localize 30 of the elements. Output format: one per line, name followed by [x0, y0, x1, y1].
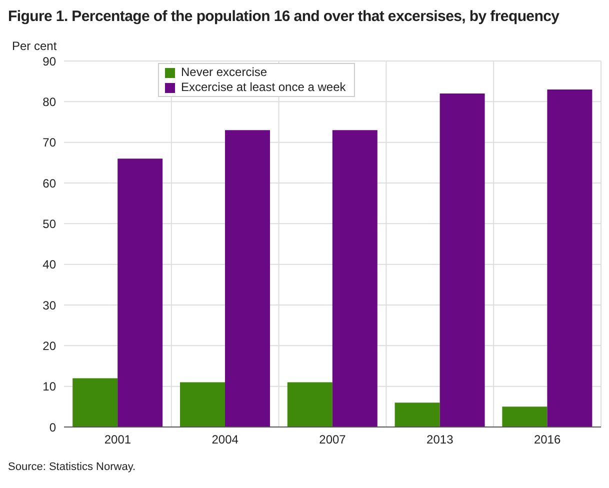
legend-label: Excercise at least once a week	[181, 80, 346, 95]
x-tick-label: 2004	[212, 432, 239, 447]
bar	[287, 382, 332, 427]
x-tick-label: 2016	[534, 432, 561, 447]
y-tick-label: 10	[42, 380, 56, 394]
y-tick-label: 30	[42, 298, 56, 312]
y-tick-label: 70	[42, 136, 56, 150]
bar	[332, 130, 378, 427]
bar	[502, 406, 548, 427]
bar	[547, 89, 592, 427]
x-tick-label: 2001	[104, 432, 132, 447]
y-tick-label: 60	[42, 176, 56, 190]
bar	[440, 94, 485, 427]
bar	[394, 402, 440, 427]
bar	[224, 130, 270, 427]
y-tick-label: 90	[42, 54, 56, 68]
bar	[180, 382, 225, 427]
source-note: Source: Statistics Norway.	[8, 461, 137, 473]
y-tick-label: 80	[42, 94, 56, 109]
y-tick-label: 0	[49, 420, 56, 434]
bar	[118, 158, 163, 427]
y-axis-title: Per cent	[12, 39, 58, 53]
y-tick-label: 20	[42, 338, 56, 353]
y-tick-label: 50	[42, 216, 56, 231]
x-tick-label: 2007	[319, 432, 346, 447]
bar	[72, 378, 118, 427]
legend-label: Never excercise	[181, 65, 268, 80]
y-tick-label: 40	[42, 258, 56, 272]
chart-title: Figure 1. Percentage of the population 16 and over that excersises, by frequency	[8, 8, 560, 25]
x-tick-label: 2013	[426, 432, 454, 447]
